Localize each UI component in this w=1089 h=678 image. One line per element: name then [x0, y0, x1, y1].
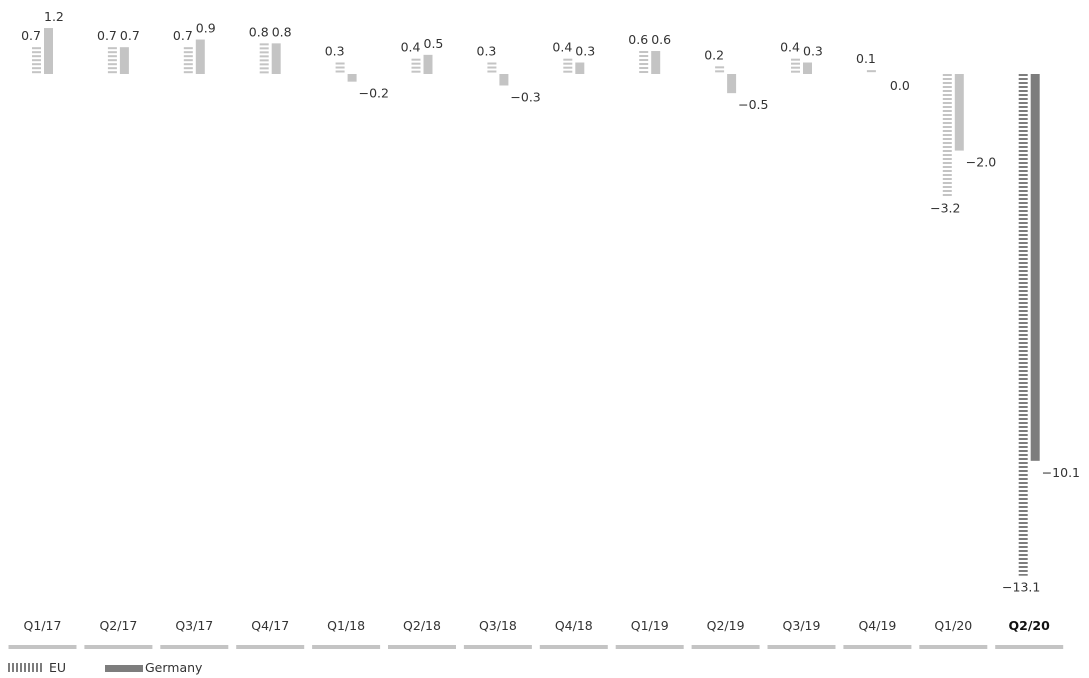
value-label-eu-q2-19: 0.2	[704, 47, 724, 62]
legend-item-eu	[8, 663, 42, 672]
bar-eu-q1-19	[639, 51, 649, 74]
legend-label-eu: EU	[49, 660, 66, 675]
bar-eu-q2-20	[1018, 74, 1028, 576]
category-label-q4-18: Q4/18	[555, 618, 593, 633]
bar-eu-q4-17	[259, 43, 269, 74]
baseline-q1-18	[312, 645, 381, 649]
category-label-q1-20: Q1/20	[934, 618, 972, 633]
category-label-q2-17: Q2/17	[99, 618, 137, 633]
value-label-germany-q2-20: −10.1	[1042, 465, 1080, 480]
value-label-germany-q4-19: 0.0	[890, 78, 910, 93]
category-label-q1-19: Q1/19	[631, 618, 669, 633]
bar-germany-q3-18	[499, 74, 509, 86]
bar-germany-q1-18	[347, 74, 357, 82]
value-label-eu-q1-18: 0.3	[325, 44, 345, 59]
bar-germany-q2-18	[423, 54, 433, 74]
value-label-eu-q2-20: −13.1	[1002, 580, 1040, 595]
value-label-eu-q1-17: 0.7	[21, 28, 41, 43]
value-label-eu-q4-19: 0.1	[856, 51, 876, 66]
baseline-q4-17	[236, 645, 305, 649]
baseline-q2-17	[84, 645, 153, 649]
bar-eu-q3-18	[487, 62, 497, 73]
baseline-q2-18	[388, 645, 456, 649]
bar-germany-q1-20	[954, 74, 964, 151]
value-label-germany-q3-17: 0.9	[196, 21, 216, 36]
bar-eu-q1-20	[942, 74, 952, 196]
bar-germany-q4-17	[271, 43, 281, 74]
bar-eu-q2-18	[411, 58, 421, 73]
baseline-q3-19	[767, 645, 836, 649]
value-label-eu-q3-18: 0.3	[477, 44, 497, 59]
category-label-q3-19: Q3/19	[783, 618, 821, 633]
value-label-eu-q4-17: 0.8	[249, 24, 269, 39]
value-label-germany-q2-17: 0.7	[120, 28, 140, 43]
value-label-germany-q2-18: 0.5	[424, 36, 444, 51]
bar-eu-q2-19	[715, 66, 725, 73]
value-label-germany-q4-18: 0.3	[575, 44, 595, 59]
bar-eu-q1-17	[32, 47, 41, 74]
bar-eu-q3-17	[183, 47, 193, 74]
legend-label-germany: Germany	[145, 660, 203, 675]
category-label-q2-19: Q2/19	[707, 618, 745, 633]
bar-germany-q3-17	[195, 39, 205, 74]
value-label-eu-q3-19: 0.4	[780, 40, 800, 55]
bar-germany-q2-17	[119, 47, 129, 74]
bar-eu-q4-19	[866, 70, 876, 73]
legend-item-germany	[105, 665, 143, 672]
baseline-q1-17	[8, 645, 77, 649]
category-label-q3-18: Q3/18	[479, 618, 517, 633]
value-label-eu-q2-18: 0.4	[401, 40, 421, 55]
value-label-germany-q1-17: 1.2	[44, 9, 64, 24]
value-label-eu-q4-18: 0.4	[552, 40, 572, 55]
bar-germany-q3-19	[803, 62, 812, 74]
baseline-q1-19	[615, 645, 684, 649]
category-label-q4-17: Q4/17	[251, 618, 289, 633]
bar-germany-q1-19	[651, 51, 661, 74]
baseline-q2-19	[691, 645, 760, 649]
value-label-eu-q3-17: 0.7	[173, 28, 193, 43]
bar-eu-q3-19	[791, 58, 800, 73]
category-labels-layer: Q1/17 Q2/17 Q3/17 Q4/17 Q1/18 Q2/18 Q3/18 Q4/18…	[24, 618, 1051, 633]
bar-germany-q1-17	[44, 28, 53, 74]
category-label-q2-18: Q2/18	[403, 618, 441, 633]
value-label-germany-q3-19: 0.3	[803, 44, 823, 59]
category-label-q3-17: Q3/17	[175, 618, 213, 633]
category-label-q2-20: Q2/20	[1009, 618, 1051, 633]
legend: EU Germany	[8, 660, 203, 675]
baseline-q2-20	[995, 645, 1064, 649]
baseline-q3-17	[160, 645, 229, 649]
category-label-q4-19: Q4/19	[858, 618, 896, 633]
bar-eu-q2-17	[107, 47, 117, 74]
category-baselines-layer	[8, 645, 1064, 649]
bars-layer	[32, 28, 1040, 576]
baseline-q1-20	[919, 645, 988, 649]
value-label-germany-q1-20: −2.0	[966, 155, 996, 170]
value-label-germany-q4-17: 0.8	[272, 24, 292, 39]
bar-germany-q2-19	[727, 74, 737, 94]
value-label-eu-q1-19: 0.6	[628, 32, 648, 47]
value-label-germany-q2-19: −0.5	[738, 97, 768, 112]
value-label-germany-q1-19: 0.6	[651, 32, 671, 47]
bar-eu-q4-18	[563, 58, 573, 73]
category-label-q1-18: Q1/18	[327, 618, 365, 633]
value-label-eu-q2-17: 0.7	[97, 28, 117, 43]
baseline-q4-19	[843, 645, 912, 649]
value-label-germany-q1-18: −0.2	[359, 86, 389, 101]
bar-germany-q4-18	[575, 62, 585, 74]
bar-germany-q2-20	[1030, 74, 1040, 461]
baseline-q4-18	[539, 645, 608, 649]
category-label-q1-17: Q1/17	[24, 618, 62, 633]
value-label-germany-q3-18: −0.3	[510, 89, 540, 104]
value-labels-layer: 0.71.20.7 0.7 0.70.9 0.8 0.80.3−0.20.4 0.50.3…	[21, 9, 1080, 595]
value-label-eu-q1-20: −3.2	[930, 201, 960, 216]
bar-eu-q1-18	[335, 62, 345, 73]
baseline-q3-18	[463, 645, 532, 649]
